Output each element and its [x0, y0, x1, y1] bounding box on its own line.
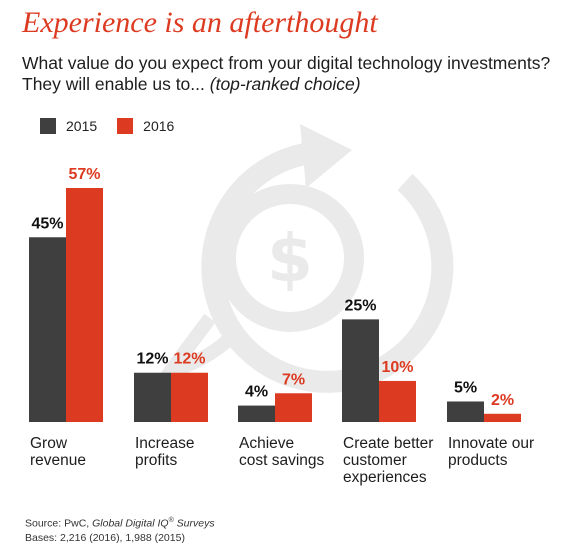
bar-2016-5 [484, 413, 521, 422]
legend-label-2015: 2015 [66, 118, 98, 134]
data-label-2016-3: 7% [282, 371, 305, 388]
bar-2015-5 [447, 401, 484, 422]
category-label-2: Increase profits [135, 435, 194, 469]
bar-2016-3 [275, 393, 312, 422]
source-note: Source: PwC, Global Digital IQ® Surveys [25, 514, 215, 531]
question-text: What value do you expect from your digit… [22, 53, 551, 94]
legend: 2015 2016 [40, 118, 194, 134]
data-label-2015-1: 45% [31, 215, 63, 232]
data-label-2016-5: 2% [491, 392, 514, 409]
bar-2015-1 [29, 237, 66, 422]
circular-dollar-arrow-icon: $ [151, 124, 454, 393]
bar-2016-1 [66, 188, 103, 422]
question-qualifier: (top-ranked choice) [209, 74, 361, 94]
svg-text:$: $ [267, 220, 313, 297]
source-mark: ® [168, 517, 174, 524]
legend-swatch-2016 [117, 118, 134, 134]
legend-item-2015: 2015 [40, 118, 97, 134]
data-label-2016-1: 57% [68, 166, 100, 183]
source-prefix: Source: PwC, [25, 517, 93, 530]
category-label-1: Grow revenue [30, 435, 86, 469]
category-label-5: Innovate our products [448, 435, 534, 469]
legend-label-2016: 2016 [143, 118, 175, 134]
chart-question: What value do you expect from your digit… [22, 53, 562, 95]
data-label-2015-5: 5% [454, 379, 477, 396]
data-label-2016-4: 10% [381, 359, 413, 376]
bar-2016-2 [171, 372, 208, 422]
bar-2015-2 [134, 372, 171, 422]
footer: Source: PwC, Global Digital IQ® Surveys … [25, 514, 215, 545]
data-label-2016-2: 12% [173, 351, 205, 368]
category-label-4: Create better customer experiences [343, 435, 433, 486]
bar-2016-4 [379, 380, 416, 422]
data-label-2015-2: 12% [136, 351, 168, 368]
bars-layer: 45% 57% Grow revenue 12% 12% Increase profits 4%… [29, 166, 534, 486]
legend-swatch-2015 [40, 118, 56, 134]
bar-2015-4 [342, 319, 379, 422]
data-label-2015-3: 4% [245, 384, 268, 401]
bar-2015-3 [238, 405, 275, 422]
data-label-2015-4: 25% [344, 297, 376, 314]
legend-item-2016: 2016 [117, 118, 174, 134]
source-suffix: Surveys [173, 517, 215, 530]
category-label-3: Achieve cost savings [239, 435, 325, 469]
bases-note: Bases: 2,216 (2016), 1,988 (2015) [25, 531, 185, 544]
source-title: Global Digital IQ [92, 517, 169, 530]
chart-title: Experience is an afterthought [22, 6, 378, 39]
